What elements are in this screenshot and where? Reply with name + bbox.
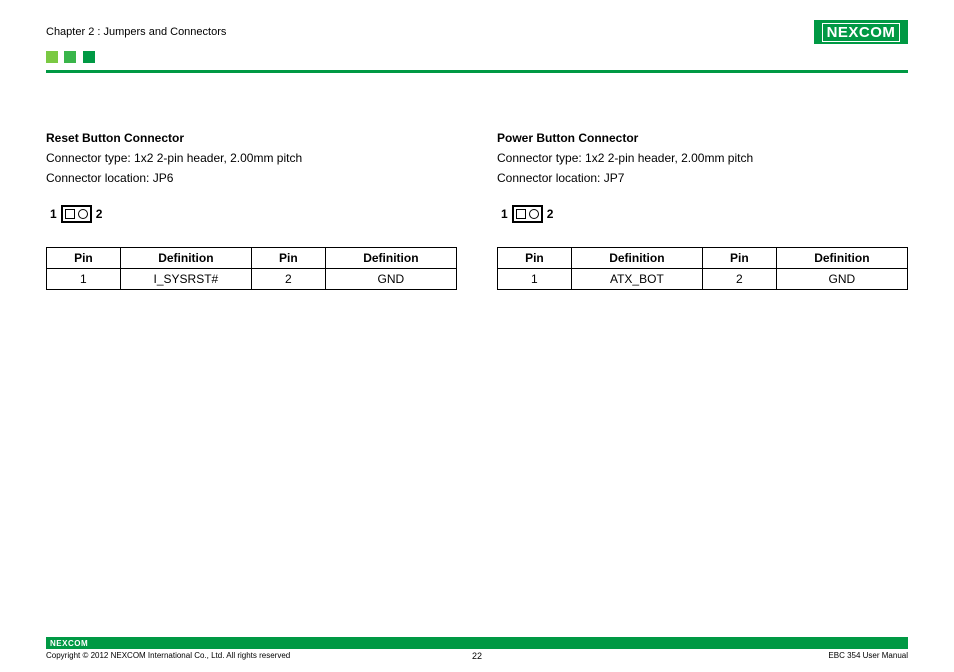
- connector-box: [61, 205, 92, 223]
- footer-row: Copyright © 2012 NEXCOM International Co…: [46, 651, 908, 660]
- section-title-left: Reset Button Connector: [46, 131, 457, 145]
- section-title-right: Power Button Connector: [497, 131, 908, 145]
- table-row: 1 I_SYSRST# 2 GND: [47, 269, 457, 290]
- pin-label-1: 1: [50, 207, 57, 221]
- pin-circle-icon: [529, 209, 539, 219]
- pin-label-2: 2: [96, 207, 103, 221]
- table-header-row: Pin Definition Pin Definition: [498, 248, 908, 269]
- th-definition: Definition: [571, 248, 702, 269]
- chapter-title: Chapter 2 : Jumpers and Connectors: [46, 26, 226, 38]
- brand-logo-text: NEXCOM: [822, 23, 901, 42]
- th-definition: Definition: [120, 248, 251, 269]
- cell-definition: ATX_BOT: [571, 269, 702, 290]
- connector-diagram-left: 1 2: [46, 205, 457, 223]
- cell-pin: 1: [47, 269, 121, 290]
- connector-type-left: Connector type: 1x2 2-pin header, 2.00mm…: [46, 149, 457, 167]
- accent-square-icon: [46, 51, 58, 63]
- table-row: 1 ATX_BOT 2 GND: [498, 269, 908, 290]
- cell-definition: I_SYSRST#: [120, 269, 251, 290]
- cell-pin: 1: [498, 269, 572, 290]
- footer-bar: NEXCOM: [46, 637, 908, 649]
- accent-squares: [46, 50, 908, 68]
- page-content: Chapter 2 : Jumpers and Connectors NEXCO…: [0, 0, 954, 290]
- pin-label-2: 2: [547, 207, 554, 221]
- cell-pin: 2: [702, 269, 776, 290]
- pinout-table-right: Pin Definition Pin Definition 1 ATX_BOT …: [497, 247, 908, 290]
- connector-location-right: Connector location: JP7: [497, 169, 908, 187]
- pin-square-icon: [516, 209, 526, 219]
- copyright-text: Copyright © 2012 NEXCOM International Co…: [46, 651, 290, 660]
- th-pin: Pin: [47, 248, 121, 269]
- cell-definition: GND: [776, 269, 907, 290]
- right-column: Power Button Connector Connector type: 1…: [497, 131, 908, 290]
- connector-location-left: Connector location: JP6: [46, 169, 457, 187]
- th-definition: Definition: [776, 248, 907, 269]
- cell-pin: 2: [251, 269, 325, 290]
- connector-type-right: Connector type: 1x2 2-pin header, 2.00mm…: [497, 149, 908, 167]
- left-column: Reset Button Connector Connector type: 1…: [46, 131, 457, 290]
- header-row: Chapter 2 : Jumpers and Connectors NEXCO…: [46, 20, 908, 44]
- pin-circle-icon: [78, 209, 88, 219]
- footer-logo-text: NEXCOM: [50, 639, 88, 648]
- th-pin: Pin: [251, 248, 325, 269]
- doc-title: EBC 354 User Manual: [828, 651, 908, 660]
- accent-square-icon: [64, 51, 76, 63]
- page-number: 22: [472, 651, 482, 661]
- connector-box: [512, 205, 543, 223]
- cell-definition: GND: [325, 269, 456, 290]
- th-pin: Pin: [702, 248, 776, 269]
- accent-square-icon: [83, 51, 95, 63]
- brand-logo: NEXCOM: [814, 20, 908, 44]
- pin-label-1: 1: [501, 207, 508, 221]
- page-footer: NEXCOM Copyright © 2012 NEXCOM Internati…: [46, 637, 908, 660]
- pin-square-icon: [65, 209, 75, 219]
- th-pin: Pin: [498, 248, 572, 269]
- header-divider: [46, 70, 908, 73]
- th-definition: Definition: [325, 248, 456, 269]
- content-columns: Reset Button Connector Connector type: 1…: [46, 131, 908, 290]
- table-header-row: Pin Definition Pin Definition: [47, 248, 457, 269]
- connector-diagram-right: 1 2: [497, 205, 908, 223]
- pinout-table-left: Pin Definition Pin Definition 1 I_SYSRST…: [46, 247, 457, 290]
